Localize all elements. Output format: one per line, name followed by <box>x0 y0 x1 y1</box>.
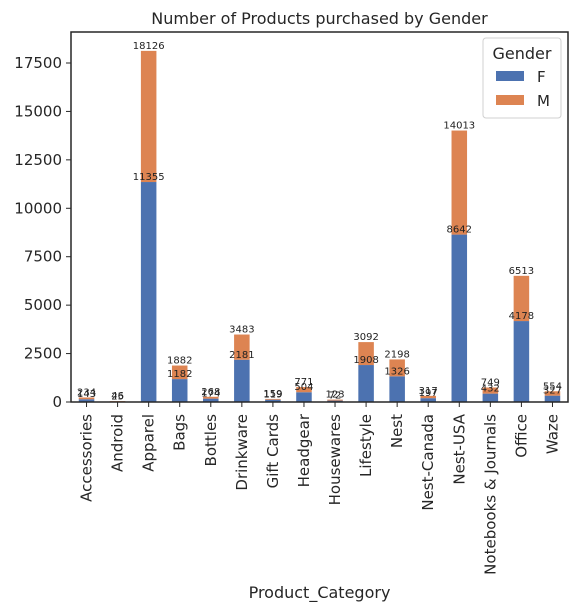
bar-f-gift-cards <box>265 399 281 402</box>
x-tick-label-gift-cards: Gift Cards <box>264 414 282 489</box>
legend: Gender F M <box>482 37 562 119</box>
bar-f-nest <box>389 376 405 402</box>
legend-swatch-m <box>496 95 524 105</box>
y-axis: 0 2500 5000 7500 10000 12500 15000 17500 <box>14 54 71 411</box>
y-tick-label-2500: 2500 <box>24 345 62 363</box>
data-label-f-lifestyle: 1908 <box>353 355 378 366</box>
data-label-total-accessories: 234 <box>77 387 96 398</box>
bar-m-headgear <box>296 387 312 393</box>
bar-f-accessories <box>78 399 95 402</box>
bar-f-headgear <box>296 392 312 402</box>
bar-f-drinkware <box>234 359 250 402</box>
bar-f-office <box>513 321 530 402</box>
y-tick-label-7500: 7500 <box>24 248 62 266</box>
data-label-total-headgear: 771 <box>294 377 313 388</box>
data-label-f-nest: 1326 <box>384 366 409 377</box>
bar-m-housewares <box>327 399 343 401</box>
x-tick-label-bags: Bags <box>171 414 189 451</box>
data-label-total-bags: 1882 <box>167 356 192 367</box>
bar-m-notebooks-journals <box>482 387 499 394</box>
x-tick-label-notebooks-journals: Notebooks & Journals <box>481 414 499 575</box>
legend-label-f: F <box>537 68 546 86</box>
bar-m-waze <box>544 391 561 396</box>
data-label-total-android: 46 <box>111 391 124 402</box>
x-tick-label-nest-canada: Nest-Canada <box>419 414 437 511</box>
data-label-f-housewares: 72 <box>329 391 342 402</box>
bars-layer <box>78 50 561 402</box>
bar-m-accessories <box>78 397 95 400</box>
data-label-total-office: 6513 <box>509 266 534 277</box>
x-tick-label-office: Office <box>512 414 530 458</box>
x-tick-label-drinkware: Drinkware <box>233 414 251 491</box>
data-label-total-gift-cards: 159 <box>263 389 282 400</box>
x-axis: Accessories Android Apparel Bags Bottles Drin… <box>78 402 561 575</box>
y-tick-label-12500: 12500 <box>14 151 62 169</box>
data-label-total-nest: 2198 <box>384 349 409 360</box>
x-tick-label-lifestyle: Lifestyle <box>357 414 375 477</box>
data-label-f-bags: 1182 <box>167 369 192 380</box>
bar-f-nest-usa <box>451 234 468 402</box>
bar-m-nest-canada <box>420 395 436 399</box>
data-label-total-bottles: 268 <box>201 387 220 398</box>
bar-m-lifestyle <box>358 342 374 366</box>
x-tick-label-accessories: Accessories <box>78 414 96 502</box>
bar-m-drinkware <box>234 334 250 360</box>
x-tick-label-waze: Waze <box>543 414 561 454</box>
y-tick-label-10000: 10000 <box>14 199 62 217</box>
plot-frame <box>70 31 569 403</box>
data-label-f-bottles: 174 <box>201 389 220 400</box>
bar-m-bottles <box>203 396 219 399</box>
bar-m-bags <box>171 365 188 380</box>
data-label-f-accessories: 143 <box>77 389 96 400</box>
data-label-total-apparel: 18126 <box>133 41 165 52</box>
bar-m-office <box>513 275 530 322</box>
bar-m-apparel <box>140 50 157 183</box>
y-tick-label-17500: 17500 <box>14 54 62 72</box>
x-tick-label-housewares: Housewares <box>326 414 344 506</box>
bar-f-waze <box>544 395 561 402</box>
legend-label-m: M <box>537 92 550 110</box>
bar-f-bags <box>171 379 188 402</box>
x-tick-label-nest-usa: Nest-USA <box>450 413 468 484</box>
bar-f-nest-canada <box>420 398 436 402</box>
data-label-f-android: 25 <box>111 392 124 403</box>
data-label-total-lifestyle: 3092 <box>353 332 378 343</box>
x-tick-label-bottles: Bottles <box>202 414 220 467</box>
bar-m-nest <box>389 359 405 377</box>
x-tick-label-headgear: Headgear <box>295 413 313 487</box>
data-label-f-drinkware: 2181 <box>229 350 254 361</box>
bar-f-apparel <box>140 182 157 402</box>
data-label-total-drinkware: 3483 <box>229 325 254 336</box>
data-label-total-waze: 554 <box>543 381 562 392</box>
x-tick-label-apparel: Apparel <box>140 414 158 472</box>
data-label-f-apparel: 11355 <box>133 172 165 183</box>
bar-f-notebooks-journals <box>482 393 499 402</box>
legend-title: Gender <box>493 44 552 63</box>
data-label-f-nest-usa: 8642 <box>447 225 472 236</box>
x-axis-title: Product_Category <box>249 583 391 603</box>
data-label-f-nest-canada: 197 <box>419 388 438 399</box>
data-label-f-headgear: 504 <box>294 382 313 393</box>
bar-f-lifestyle <box>358 365 374 402</box>
x-tick-label-android: Android <box>109 414 127 472</box>
data-label-f-waze: 327 <box>543 386 562 397</box>
y-tick-label-5000: 5000 <box>24 296 62 314</box>
data-label-f-office: 4178 <box>509 311 534 322</box>
data-label-total-nest-canada: 317 <box>419 386 438 397</box>
data-label-total-notebooks-journals: 749 <box>481 377 500 388</box>
data-label-f-gift-cards: 119 <box>263 390 282 401</box>
bar-m-nest-usa <box>451 130 468 235</box>
bar-m-gift-cards <box>265 398 281 400</box>
y-tick-label-15000: 15000 <box>14 102 62 120</box>
data-label-total-housewares: 123 <box>325 390 344 401</box>
chart-title: Number of Products purchased by Gender <box>151 9 488 28</box>
data-label-f-notebooks-journals: 432 <box>481 384 500 395</box>
bar-f-bottles <box>203 398 219 402</box>
data-label-total-nest-usa: 14013 <box>443 121 475 132</box>
y-tick-label-0: 0 <box>52 393 62 411</box>
x-tick-label-nest: Nest <box>388 414 406 448</box>
legend-swatch-f <box>496 71 524 81</box>
